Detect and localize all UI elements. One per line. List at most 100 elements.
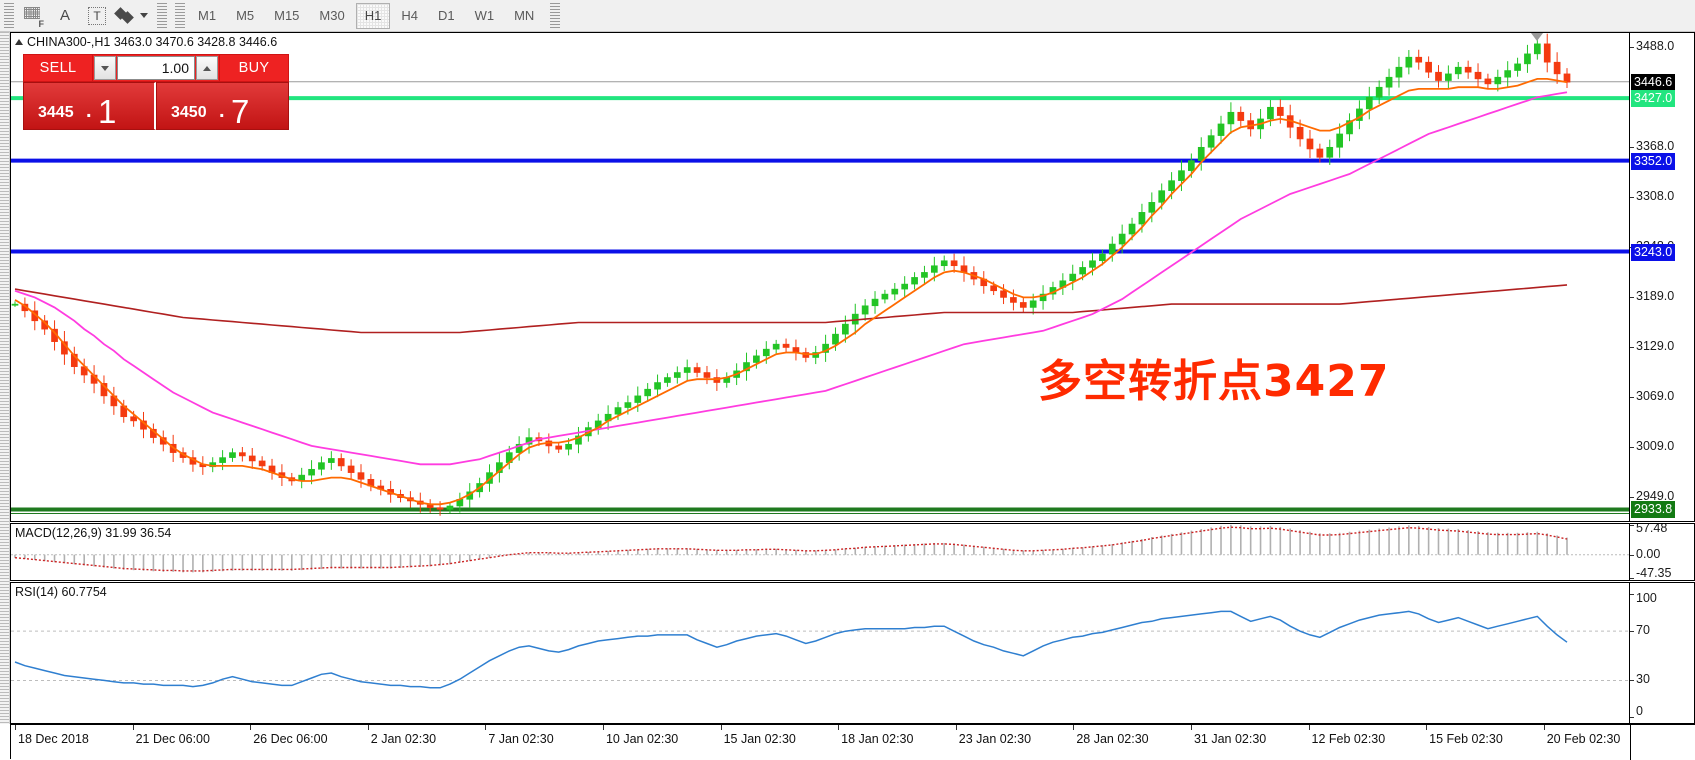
chevron-down-icon[interactable] <box>140 13 148 18</box>
chart-area: CHINA300-,H1 3463.0 3470.6 3428.8 3446.6… <box>0 32 1695 760</box>
price-axis-label: 3488.0 <box>1636 39 1675 54</box>
price-axis-tick <box>1630 197 1634 199</box>
chart-annotation-text: 多空转折点3427 <box>1038 356 1390 408</box>
buy-price-box[interactable]: 3450 . 7 <box>156 82 289 130</box>
volume-stepper[interactable]: 1.00 <box>93 54 219 82</box>
blue-level-box-1: 3352.0 <box>1631 152 1676 170</box>
sell-price-fraction: 1 <box>98 93 117 130</box>
price-axis-tick <box>1630 346 1634 348</box>
text-tool-button[interactable]: A <box>51 3 79 29</box>
timeframe-m5[interactable]: M5 <box>236 8 255 23</box>
time-axis-tick <box>720 725 722 730</box>
crosshair-f-icon <box>23 6 44 29</box>
price-axis-label: 3069.0 <box>1636 388 1675 403</box>
price-axis-tick <box>1630 47 1634 49</box>
time-axis-tick <box>15 725 16 730</box>
timeframe-h1[interactable]: H1 <box>355 2 391 29</box>
sell-price-box[interactable]: 3445 . 1 <box>23 82 156 130</box>
text-label-tool-button[interactable]: T <box>83 3 111 29</box>
time-axis-tick <box>132 725 134 730</box>
macd-axis-tick <box>1630 525 1634 526</box>
shapes-tool-icon <box>114 6 136 24</box>
price-axis-label: 2949.0 <box>1636 488 1675 503</box>
timeframe-h4[interactable]: H4 <box>401 8 418 23</box>
sell-price-integer: 3445 <box>38 104 74 121</box>
time-axis-label: 31 Jan 02:30 <box>1193 732 1267 746</box>
rsi-axis-label: 0 <box>1636 704 1643 719</box>
time-axis-tick <box>1308 725 1310 730</box>
time-axis-tick <box>1543 725 1545 730</box>
timeframe-m30[interactable]: M30 <box>319 8 345 23</box>
text-label-tool-icon: T <box>88 6 106 25</box>
macd-axis[interactable]: 57.48 0.00 -47.35 <box>1629 524 1694 580</box>
timeframe-d1[interactable]: D1 <box>437 8 455 23</box>
chart-cursor-marker-icon <box>1531 33 1544 41</box>
macd-plot[interactable] <box>11 524 1629 580</box>
rsi-axis-label: 30 <box>1636 672 1650 687</box>
rsi-axis-tick <box>1630 680 1634 682</box>
price-axis-label: 3189.0 <box>1636 288 1675 303</box>
volume-input[interactable]: 1.00 <box>117 56 195 80</box>
buy-button[interactable]: BUY <box>219 54 289 82</box>
price-axis-label: 3308.0 <box>1636 189 1675 204</box>
time-axis-tick <box>955 725 957 730</box>
shapes-tool-button[interactable] <box>114 3 149 29</box>
green-bottom-box: 2933.8 <box>1631 501 1676 519</box>
rsi-pane[interactable]: RSI(14) 60.7754 100 70 30 0 <box>10 582 1695 724</box>
oct-price-row: 3445 . 1 3450 . 7 <box>23 82 289 130</box>
timeframe-m1[interactable]: M1 <box>198 8 217 23</box>
axis-corner <box>1630 725 1695 760</box>
toolbar-drag-handle[interactable] <box>4 2 14 29</box>
price-pane[interactable]: CHINA300-,H1 3463.0 3470.6 3428.8 3446.6… <box>10 32 1695 522</box>
price-axis-tick <box>1630 496 1634 498</box>
sell-button[interactable]: SELL <box>23 54 93 82</box>
timeframe-m15[interactable]: M15 <box>274 8 300 23</box>
rsi-plot[interactable] <box>11 583 1629 723</box>
rsi-axis[interactable]: 100 70 30 0 <box>1629 583 1694 723</box>
rsi-axis-tick <box>1630 594 1634 596</box>
timeframe-mn[interactable]: MN <box>514 8 535 23</box>
rsi-header: RSI(14) 60.7754 <box>15 585 107 599</box>
macd-axis-tick <box>1630 554 1634 556</box>
one-click-trading-panel[interactable]: SELL 1.00 BUY 3445 . 1 3450 . 7 <box>23 54 289 130</box>
macd-axis-label: 0.00 <box>1636 546 1661 561</box>
chart-left-grip[interactable] <box>0 32 10 724</box>
blue-level-box-2: 3243.0 <box>1631 243 1676 261</box>
time-axis-tick <box>1426 725 1428 730</box>
volume-decrement-button[interactable] <box>94 56 116 80</box>
macd-axis-label: 57.48 <box>1636 523 1668 535</box>
buy-price-fraction: 7 <box>231 93 250 130</box>
time-axis-tick <box>485 725 487 730</box>
macd-pane[interactable]: MACD(12,26,9) 31.99 36.54 57.48 0.00 -47.3… <box>10 523 1695 581</box>
time-axis-label: 26 Dec 06:00 <box>253 732 328 746</box>
sell-price-decimal-point: . <box>86 100 92 122</box>
toolbar-separator <box>157 2 167 29</box>
symbol-header: CHINA300-,H1 3463.0 3470.6 3428.8 3446.6 <box>15 35 277 49</box>
time-axis[interactable]: 18 Dec 2018 21 Dec 06:00 26 Dec 06:00 2 Jan… <box>10 724 1695 760</box>
rsi-svg <box>11 610 1629 689</box>
time-axis-tick <box>250 725 252 730</box>
timeframe-w1[interactable]: W1 <box>474 8 495 23</box>
time-axis-label: 15 Feb 02:30 <box>1429 732 1503 746</box>
time-axis-tick <box>367 725 369 730</box>
price-axis-label: 3368.0 <box>1636 139 1675 154</box>
time-axis-label: 28 Jan 02:30 <box>1076 732 1149 746</box>
buy-price-integer: 3450 <box>171 104 207 121</box>
price-axis[interactable]: 3488.03368.03308.03248.03189.03129.03069… <box>1629 33 1694 521</box>
time-axis-label: 15 Jan 02:30 <box>723 732 796 746</box>
main-toolbar: A T M1 M5 M15 M30 H1 H4 D1 W1 MN <box>0 0 1695 32</box>
macd-axis-label: -47.35 <box>1636 566 1672 580</box>
volume-increment-button[interactable] <box>196 56 218 80</box>
buy-price-decimal-point: . <box>219 100 225 122</box>
crosshair-f-icon-button[interactable] <box>19 3 47 29</box>
price-axis-tick <box>1630 147 1634 149</box>
macd-axis-tick <box>1630 578 1634 579</box>
macd-svg <box>11 524 1629 573</box>
timeframe-drag-handle[interactable] <box>175 2 185 29</box>
text-tool-icon: A <box>59 7 70 24</box>
time-axis-tick <box>602 725 604 730</box>
price-axis-tick <box>1630 296 1634 298</box>
time-axis-label: 18 Jan 02:30 <box>841 732 914 746</box>
time-axis-label: 18 Dec 2018 <box>18 732 89 746</box>
collapse-triangle-icon[interactable] <box>15 39 23 45</box>
